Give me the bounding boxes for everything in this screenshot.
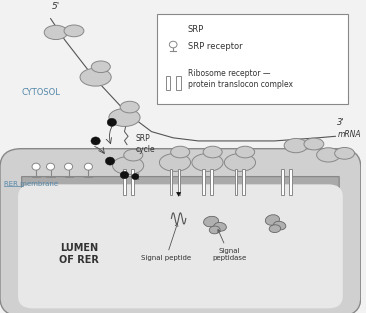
Circle shape — [120, 171, 129, 179]
Ellipse shape — [203, 146, 222, 158]
Text: 5': 5' — [52, 2, 60, 11]
Ellipse shape — [284, 138, 307, 153]
Ellipse shape — [112, 156, 144, 174]
Circle shape — [46, 163, 55, 170]
Ellipse shape — [171, 146, 190, 158]
Bar — [123, 169, 126, 195]
Ellipse shape — [124, 149, 143, 161]
Text: 3': 3' — [337, 118, 345, 127]
Circle shape — [84, 163, 93, 170]
Text: LUMEN
OF RER: LUMEN OF RER — [59, 243, 99, 265]
Bar — [210, 169, 213, 195]
Circle shape — [105, 157, 115, 165]
FancyBboxPatch shape — [157, 14, 348, 104]
Bar — [131, 169, 134, 195]
Bar — [281, 169, 284, 195]
Ellipse shape — [109, 109, 140, 126]
Ellipse shape — [91, 61, 110, 73]
Ellipse shape — [265, 215, 280, 225]
FancyBboxPatch shape — [0, 149, 361, 313]
Ellipse shape — [203, 216, 219, 227]
Text: Signal peptide: Signal peptide — [141, 223, 191, 261]
Ellipse shape — [44, 25, 68, 39]
Text: SRP
cycle: SRP cycle — [135, 134, 155, 154]
Bar — [176, 76, 181, 90]
Circle shape — [169, 26, 178, 33]
Circle shape — [32, 163, 40, 170]
Text: SRP: SRP — [188, 25, 204, 34]
Ellipse shape — [214, 223, 227, 231]
Bar — [178, 169, 180, 195]
Circle shape — [169, 41, 177, 48]
Text: Signal
peptidase: Signal peptidase — [212, 230, 246, 261]
Ellipse shape — [236, 146, 255, 158]
Text: RER membrane: RER membrane — [4, 181, 58, 187]
Circle shape — [91, 137, 100, 145]
Bar — [242, 169, 245, 195]
Text: mRNA: mRNA — [337, 130, 361, 139]
Ellipse shape — [269, 225, 281, 233]
Ellipse shape — [224, 153, 255, 172]
Circle shape — [107, 118, 116, 126]
Bar — [202, 169, 205, 195]
Text: CYTOSOL: CYTOSOL — [22, 88, 60, 97]
Ellipse shape — [80, 68, 111, 86]
Ellipse shape — [273, 221, 286, 230]
Polygon shape — [176, 192, 181, 197]
Ellipse shape — [304, 138, 324, 150]
Bar — [235, 169, 238, 195]
Bar — [169, 169, 172, 195]
Circle shape — [132, 173, 139, 180]
Ellipse shape — [335, 147, 355, 159]
Ellipse shape — [192, 153, 223, 172]
Text: SRP receptor: SRP receptor — [188, 42, 242, 51]
Ellipse shape — [64, 25, 84, 37]
Ellipse shape — [209, 226, 220, 234]
Bar — [290, 169, 292, 195]
Ellipse shape — [120, 101, 139, 113]
Ellipse shape — [160, 153, 191, 172]
Bar — [166, 76, 170, 90]
Text: Ribosome receptor —
protein translocon complex: Ribosome receptor — protein translocon c… — [188, 69, 293, 89]
Circle shape — [64, 163, 72, 170]
FancyBboxPatch shape — [18, 184, 343, 308]
Ellipse shape — [317, 148, 340, 162]
FancyBboxPatch shape — [22, 177, 339, 195]
